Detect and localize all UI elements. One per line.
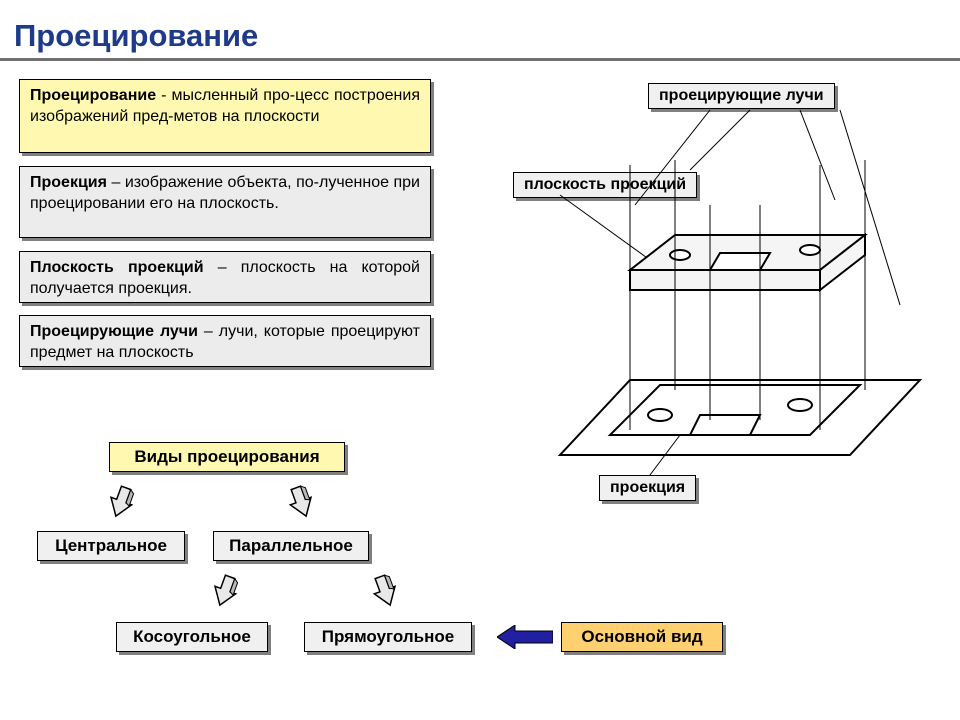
left-arrow-icon [497,625,537,649]
tree-level1-1: Параллельное [213,531,369,561]
definition-term: Плоскость проекций [30,259,204,276]
page-title: Проецирование [14,18,258,54]
title-underline [0,58,960,61]
definition-box-3: Проецирующие лучи – лучи, которые проеци… [19,315,431,367]
definition-box-2: Плоскость проекций – плоскость на которо… [19,251,431,303]
tree-level2-1: Прямоугольное [304,622,472,652]
down-arrow-icon [288,485,314,515]
tree-level1-0: Центральное [37,531,185,561]
definition-term: Проецирующие лучи [30,323,198,340]
definition-term: Проекция [30,174,107,191]
definition-term: Проецирование [30,87,156,104]
main-view-chip: Основной вид [561,622,723,652]
down-arrow-icon [212,574,238,604]
tree-root: Виды проецирования [109,442,345,472]
definition-box-0: Проецирование - мысленный про-цесс постр… [19,79,431,153]
definition-box-1: Проекция – изображение объекта, по-лучен… [19,166,431,238]
down-arrow-icon [108,485,134,515]
projection-diagram [500,75,950,505]
down-arrow-icon [372,574,398,604]
tree-level2-0: Косоугольное [116,622,268,652]
